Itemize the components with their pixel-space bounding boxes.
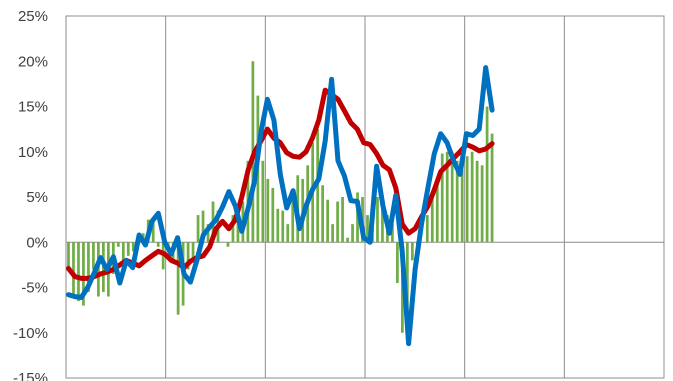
bar (341, 197, 344, 243)
bar (206, 224, 210, 243)
bar (281, 210, 285, 243)
y-axis-labels: 25% 20% 15% 10% 5% 0% -5% -10% -15% (13, 8, 48, 381)
bar (266, 178, 270, 243)
bar (276, 208, 280, 243)
bar (231, 215, 235, 243)
bar (366, 215, 369, 243)
bar (92, 242, 95, 270)
y-tick-label: -10% (13, 325, 48, 342)
bar (381, 206, 384, 243)
y-tick-label: 20% (18, 53, 48, 70)
bar (326, 199, 329, 243)
bar (346, 237, 349, 243)
bar (396, 242, 399, 283)
bar (196, 215, 200, 243)
bar (475, 160, 479, 243)
bar (176, 242, 180, 315)
bar (156, 242, 160, 247)
bar (116, 242, 120, 247)
bar (186, 242, 190, 270)
y-tick-label: -15% (13, 370, 48, 381)
bar (151, 219, 155, 243)
bar (261, 160, 265, 243)
bar (435, 183, 439, 243)
bar (351, 224, 354, 243)
bar (391, 224, 394, 243)
bar (226, 242, 230, 247)
bar (455, 160, 459, 243)
bar (291, 197, 295, 243)
bar (410, 242, 414, 261)
bar (440, 153, 444, 243)
bar (485, 106, 489, 243)
bar (72, 242, 75, 297)
bar (376, 197, 379, 243)
bar (445, 151, 449, 243)
bar (236, 215, 240, 243)
bar (490, 133, 494, 243)
bar (465, 156, 469, 243)
y-tick-label: -5% (21, 280, 48, 297)
bar (126, 242, 130, 256)
y-tick-label: 5% (26, 189, 48, 206)
blue-series-line (66, 65, 495, 347)
bar (425, 215, 429, 243)
bar (405, 242, 409, 315)
bar (121, 242, 125, 261)
line-series (66, 65, 495, 347)
bar (480, 165, 484, 243)
bar (131, 242, 135, 252)
bar (430, 197, 434, 243)
bar (356, 192, 359, 243)
bar (201, 210, 205, 243)
bar (321, 185, 325, 243)
bar (336, 201, 339, 243)
y-tick-label: 25% (18, 8, 48, 25)
bar (67, 242, 70, 270)
plot-frame (65, 15, 665, 379)
y-tick-label: 0% (26, 234, 48, 251)
bar (271, 187, 275, 243)
bar (82, 242, 85, 306)
bar (470, 151, 474, 243)
bar (331, 224, 334, 243)
bar (460, 169, 464, 243)
bar (450, 151, 454, 243)
bar (87, 242, 90, 293)
y-tick-label: 10% (18, 144, 48, 161)
bar (77, 242, 80, 302)
bar (286, 224, 290, 243)
bar (191, 242, 195, 261)
y-tick-label: 15% (18, 99, 48, 116)
